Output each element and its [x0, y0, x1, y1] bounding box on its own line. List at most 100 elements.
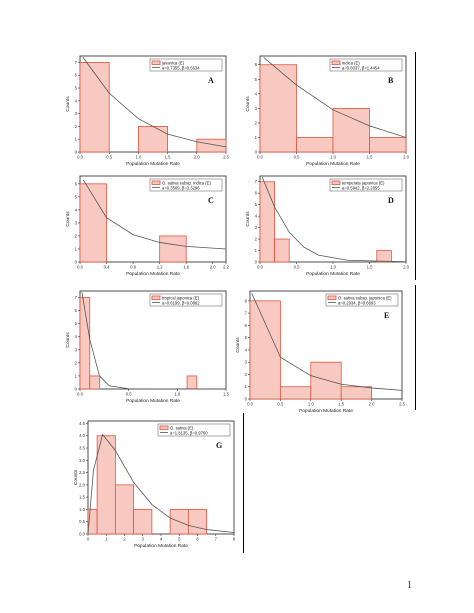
x-tick-label: 1.2	[157, 265, 163, 270]
x-axis-label: Population Mutation Rate	[126, 398, 180, 404]
page-divider-upper	[415, 52, 416, 280]
x-tick-label: 1.0	[330, 155, 336, 160]
y-axis-label: Counts	[65, 96, 71, 112]
y-tick-label: 4	[255, 214, 258, 219]
y-tick-label: 3	[255, 106, 258, 111]
panel-letter: E	[384, 311, 389, 320]
histogram-bar	[79, 297, 91, 390]
legend-box	[329, 58, 403, 72]
x-tick-label: 7	[215, 537, 218, 542]
x-tick-label: 0.5	[294, 155, 300, 160]
y-tick-label: 7	[75, 60, 78, 65]
y-tick-label: 6	[75, 308, 78, 313]
fit-curve	[263, 57, 407, 138]
legend-series-name: indica (E)	[342, 60, 360, 65]
x-tick-label: 8	[233, 537, 236, 542]
y-tick-label: 0.0	[79, 532, 85, 537]
chart-svg: 0.0 0.5 1.0 1.5 2.0 0 1 2 3 4 5 6 7 Population Mutati…	[245, 175, 410, 277]
chart-panel-d: 0.0 0.5 1.0 1.5 2.0 0 1 2 3 4 5 6 7 Population Mutati…	[242, 170, 416, 278]
histogram-bar	[296, 137, 334, 153]
y-tick-label: 5	[255, 77, 258, 82]
page-number: 1	[407, 580, 412, 591]
x-tick-label: 2.0	[194, 155, 200, 160]
x-axis-label: Population Mutation Rate	[126, 271, 180, 277]
x-tick-label: 0.0	[77, 392, 83, 397]
chart-svg: 0.0 0.4 0.8 1.2 1.6 2.0 2.2 0 1 2 3 4 5 6 Population M…	[65, 175, 230, 277]
histogram-bar	[187, 509, 208, 535]
y-tick-label: 4	[75, 98, 78, 103]
histogram-bar	[138, 126, 169, 153]
legend-box	[149, 178, 223, 192]
x-tick-label: 1.5	[338, 402, 344, 407]
x-tick-label: 1.5	[223, 392, 229, 397]
legend-fit-params: a=0.3569, β=3.3296	[162, 185, 200, 190]
histogram-bar	[159, 235, 187, 263]
chart-panel-a: 0.0 0.5 1.0 1.5 2.0 2.5 0 1 2 3 4 5 6 7 Population Mut…	[62, 50, 236, 168]
x-axis-label: Population Mutation Rate	[306, 271, 360, 277]
y-tick-label: 6	[75, 73, 78, 78]
x-tick-label: 1.5	[165, 155, 171, 160]
y-tick-label: 3	[245, 360, 248, 365]
y-tick-label: 1	[255, 248, 258, 253]
x-tick-label: 1.0	[135, 155, 141, 160]
legend-bar-swatch	[151, 295, 161, 300]
chart-svg: 0 1 2 3 4 5 6 7 8 0.0 0.5 1.0 1.5 2.0 2.5 3.0 3.5 4.0 4.5 P…	[73, 420, 236, 549]
y-tick-label: 4	[75, 207, 78, 212]
fit-curve	[82, 179, 227, 250]
y-tick-label: 3.5	[79, 446, 85, 451]
y-tick-label: 0	[75, 150, 78, 155]
x-tick-label: 1.6	[183, 265, 189, 270]
y-tick-label: 2	[75, 360, 78, 365]
histogram-bar	[133, 509, 153, 535]
histogram-bar	[376, 250, 392, 263]
histogram-bar	[186, 375, 198, 390]
x-tick-label: 0.8	[130, 265, 136, 270]
y-tick-label: 2.5	[79, 470, 85, 475]
legend-series-name: temperate japonica (E)	[342, 180, 385, 185]
x-tick-label: 1.0	[174, 392, 180, 397]
y-tick-label: 5	[75, 321, 78, 326]
panel-letter: C	[208, 196, 214, 205]
x-tick-label: 4	[160, 537, 163, 542]
y-tick-label: 0.5	[79, 519, 85, 524]
x-tick-label: 0.5	[277, 402, 283, 407]
panel-letter: A	[208, 76, 214, 85]
y-axis-label: Counts	[65, 332, 71, 348]
x-tick-label: 0.0	[257, 155, 263, 160]
legend-bar-swatch	[159, 425, 169, 430]
legend-box	[157, 423, 231, 437]
x-tick-label: 0.0	[247, 402, 253, 407]
x-tick-label: 1.0	[308, 402, 314, 407]
x-axis-label: Population Mutation Rate	[126, 161, 180, 167]
y-tick-label: 1	[255, 135, 258, 140]
x-axis-label: Population Mutation Rate	[299, 408, 353, 414]
y-tick-label: 4	[245, 347, 248, 352]
x-tick-label: 2.0	[403, 265, 409, 270]
y-tick-label: 3	[75, 220, 78, 225]
y-tick-label: 4	[255, 91, 258, 96]
y-tick-label: 1	[245, 384, 248, 389]
page-divider-middle	[415, 285, 416, 410]
y-axis-label: Counts	[245, 211, 251, 227]
histogram-bar	[340, 386, 372, 400]
chart-panel-c: 0.0 0.4 0.8 1.2 1.6 2.0 2.2 0 1 2 3 4 5 6 Population M…	[62, 170, 236, 278]
chart-svg: 0.0 0.5 1.0 1.5 2.0 0 1 2 3 4 5 6 Population Mutatio…	[245, 55, 410, 167]
fit-curve	[82, 57, 227, 148]
chart-panel-f: 0.0 0.5 1.0 1.5 0 1 2 3 4 5 6 7 Population Mutation …	[62, 285, 236, 405]
histogram-bar	[249, 300, 281, 400]
chart-svg: 0.0 0.5 1.0 1.5 2.0 2.5 0 1 2 3 4 5 6 7 8 Population Mu…	[235, 290, 406, 414]
page-divider-lower	[243, 413, 244, 553]
histogram-bar	[259, 64, 297, 153]
x-tick-label: 0.5	[294, 265, 300, 270]
legend-bar-swatch	[151, 60, 161, 65]
y-tick-label: 2	[255, 120, 258, 125]
y-tick-label: 0	[75, 260, 78, 265]
y-tick-label: 3	[75, 347, 78, 352]
histogram-bar	[114, 484, 135, 535]
y-tick-label: 5	[75, 194, 78, 199]
x-tick-label: 2.5	[223, 155, 229, 160]
y-tick-label: 4	[75, 334, 78, 339]
legend-series-name: O. sativa (E)	[170, 425, 194, 430]
chart-panel-g: 0 1 2 3 4 5 6 7 8 0.0 0.5 1.0 1.5 2.0 2.5 3.0 3.5 4.0 4.5 P…	[70, 415, 244, 550]
legend-series-name: O. sativa subsp. japonica (E)	[338, 295, 392, 300]
